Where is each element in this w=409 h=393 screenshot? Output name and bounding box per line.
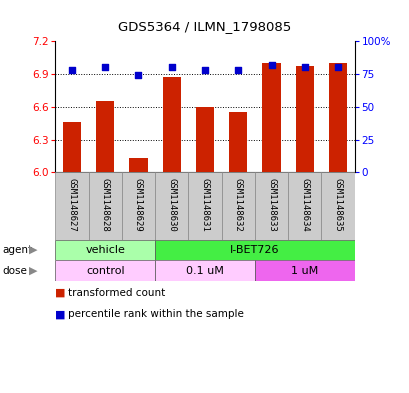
Text: GSM1148631: GSM1148631 bbox=[200, 178, 209, 231]
Bar bbox=[188, 173, 221, 240]
Text: GSM1148632: GSM1148632 bbox=[233, 178, 242, 231]
Bar bbox=[162, 77, 180, 173]
Point bbox=[69, 67, 75, 73]
Text: I-BET726: I-BET726 bbox=[229, 245, 279, 255]
Bar bbox=[155, 240, 354, 261]
Bar bbox=[254, 173, 288, 240]
Text: control: control bbox=[86, 266, 124, 276]
Text: ▶: ▶ bbox=[29, 266, 38, 276]
Text: GSM1148628: GSM1148628 bbox=[101, 178, 110, 231]
Bar bbox=[328, 63, 346, 173]
Text: percentile rank within the sample: percentile rank within the sample bbox=[67, 309, 243, 320]
Bar bbox=[88, 173, 121, 240]
Text: ▶: ▶ bbox=[29, 245, 38, 255]
Text: GDS5364 / ILMN_1798085: GDS5364 / ILMN_1798085 bbox=[118, 20, 291, 33]
Text: ■: ■ bbox=[55, 309, 66, 320]
Bar bbox=[55, 173, 88, 240]
Text: GSM1148630: GSM1148630 bbox=[167, 178, 176, 231]
Bar bbox=[321, 173, 354, 240]
Text: 1 uM: 1 uM bbox=[290, 266, 318, 276]
Text: agent: agent bbox=[2, 245, 32, 255]
Bar bbox=[254, 261, 354, 281]
Text: vehicle: vehicle bbox=[85, 245, 125, 255]
Bar bbox=[55, 240, 155, 261]
Text: 0.1 uM: 0.1 uM bbox=[186, 266, 223, 276]
Point bbox=[168, 64, 175, 71]
Bar bbox=[229, 112, 247, 173]
Bar bbox=[63, 122, 81, 173]
Point bbox=[201, 67, 208, 73]
Bar bbox=[262, 63, 280, 173]
Bar bbox=[295, 66, 313, 173]
Text: GSM1148627: GSM1148627 bbox=[67, 178, 76, 231]
Text: GSM1148634: GSM1148634 bbox=[299, 178, 308, 231]
Point bbox=[267, 62, 274, 68]
Text: GSM1148633: GSM1148633 bbox=[266, 178, 275, 231]
Point bbox=[102, 64, 108, 71]
Text: GSM1148635: GSM1148635 bbox=[333, 178, 342, 231]
Point bbox=[301, 64, 307, 71]
Point bbox=[234, 67, 241, 73]
Bar bbox=[288, 173, 321, 240]
Bar bbox=[96, 101, 114, 173]
Text: ■: ■ bbox=[55, 288, 66, 298]
Text: dose: dose bbox=[2, 266, 27, 276]
Point bbox=[334, 64, 340, 71]
Point bbox=[135, 72, 142, 79]
Text: GSM1148629: GSM1148629 bbox=[134, 178, 143, 231]
Bar bbox=[55, 261, 155, 281]
Text: transformed count: transformed count bbox=[67, 288, 164, 298]
Bar bbox=[121, 173, 155, 240]
Bar bbox=[221, 173, 254, 240]
Bar bbox=[155, 261, 254, 281]
Bar bbox=[155, 173, 188, 240]
Bar bbox=[129, 158, 147, 173]
Bar bbox=[196, 107, 213, 173]
